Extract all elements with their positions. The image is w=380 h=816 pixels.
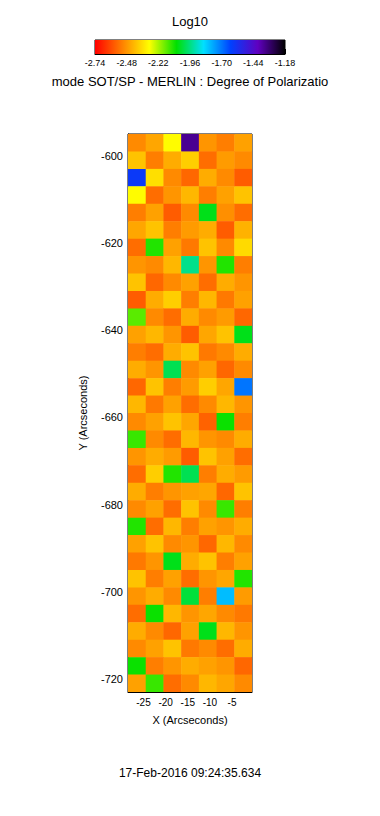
svg-text:-680: -680 — [101, 499, 123, 511]
svg-text:-660: -660 — [101, 411, 123, 423]
svg-text:-25: -25 — [136, 697, 151, 708]
svg-text:-1.18: -1.18 — [275, 58, 296, 68]
svg-text:-640: -640 — [101, 324, 123, 336]
svg-text:Y (Arcseconds): Y (Arcseconds) — [77, 376, 89, 451]
svg-text:-720: -720 — [101, 673, 123, 685]
svg-text:-600: -600 — [101, 150, 123, 162]
svg-text:-5: -5 — [228, 697, 237, 708]
svg-text:-2.22: -2.22 — [148, 58, 169, 68]
svg-text:-1.96: -1.96 — [180, 58, 201, 68]
svg-text:-2.48: -2.48 — [116, 58, 137, 68]
svg-text:Log10: Log10 — [172, 14, 208, 29]
svg-text:-1.44: -1.44 — [243, 58, 264, 68]
svg-text:-15: -15 — [181, 697, 196, 708]
svg-text:-1.70: -1.70 — [211, 58, 232, 68]
svg-text:-10: -10 — [203, 697, 218, 708]
svg-text:17-Feb-2016 09:24:35.634: 17-Feb-2016 09:24:35.634 — [119, 766, 261, 780]
svg-text:-20: -20 — [158, 697, 173, 708]
svg-text:-620: -620 — [101, 237, 123, 249]
svg-text:X (Arcseconds): X (Arcseconds) — [152, 714, 227, 726]
svg-text:-700: -700 — [101, 586, 123, 598]
svg-text:mode SOT/SP - MERLIN : Degree: mode SOT/SP - MERLIN : Degree of Polariz… — [52, 74, 328, 89]
svg-text:-2.74: -2.74 — [85, 58, 106, 68]
